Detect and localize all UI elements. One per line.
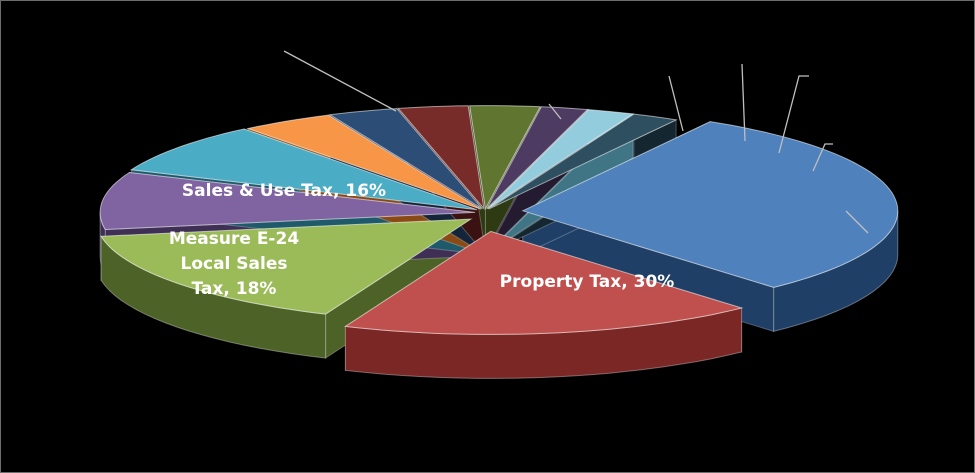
leader-line-6 <box>812 143 833 172</box>
slice-top-slice-6 <box>246 114 482 210</box>
slice-top-slice-9 <box>469 105 542 211</box>
slice-top-slice-12 <box>488 113 678 210</box>
leader-line-5 <box>778 75 809 154</box>
slice-top-measure-e24 <box>343 230 744 335</box>
slice-top-property-tax <box>521 121 899 288</box>
slice-top-slice-10 <box>486 106 589 210</box>
leader-line-4 <box>741 63 746 142</box>
slice-top-slice-8 <box>397 105 485 211</box>
label-property-tax: Property Tax, 30% <box>500 272 675 292</box>
slice-top-slice-11 <box>487 109 635 210</box>
label-measure-e24-line1: Measure E-24 <box>169 229 299 249</box>
slice-top-slice-5 <box>129 128 478 211</box>
label-measure-e24-line3: Tax, 18% <box>192 279 277 299</box>
slice-top-slice-4 <box>99 171 476 231</box>
leader-line-3 <box>668 75 684 132</box>
leader-line-1 <box>283 50 397 112</box>
label-measure-e24-line2: Local Sales <box>181 254 288 274</box>
leader-line-2 <box>548 103 562 120</box>
label-sales-use-tax: Sales & Use Tax, 16% <box>182 181 386 201</box>
leader-line-7 <box>845 210 869 234</box>
slice-top-sales-use-tax <box>100 218 473 315</box>
